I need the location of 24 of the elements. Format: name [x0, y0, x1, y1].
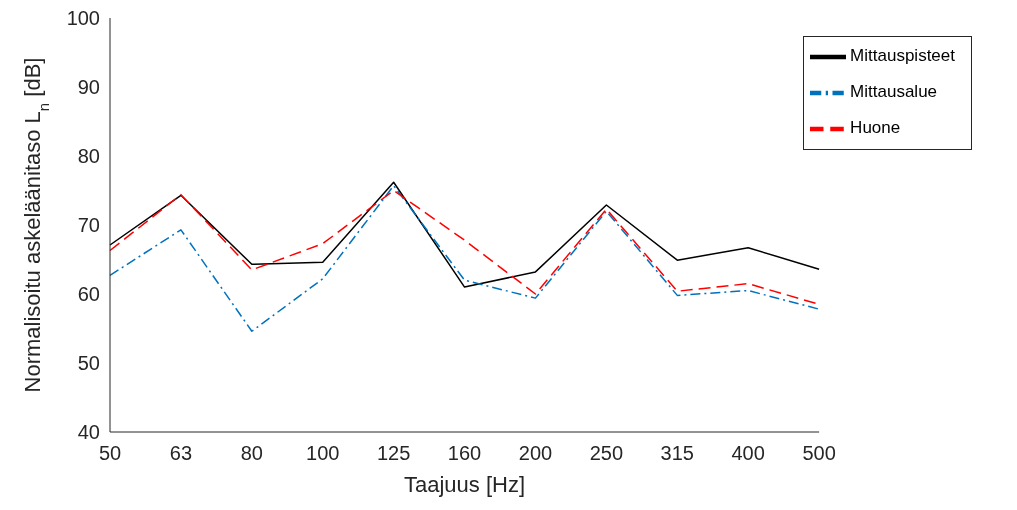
x-axis-title: Taajuus [Hz] [404, 472, 526, 497]
legend-label: Mittauspisteet [850, 46, 955, 66]
x-tick-label: 250 [589, 442, 624, 465]
y-tick-label: 70 [77, 214, 100, 237]
legend-label: Mittausalue [850, 82, 938, 102]
legend-label: Huone [850, 118, 901, 138]
x-tick-label: 100 [306, 442, 340, 465]
x-tick-label: 50 [98, 442, 122, 465]
x-tick-label: 125 [376, 442, 411, 465]
y-tick-label: 90 [77, 76, 100, 99]
x-tick-label: 63 [169, 442, 193, 465]
x-tick-label: 500 [802, 442, 836, 465]
x-tick-label: 315 [660, 442, 694, 465]
line-series [109, 184, 820, 333]
x-tick-label: 200 [518, 442, 553, 465]
y-tick-label: 40 [77, 421, 100, 444]
x-tick-label: 400 [731, 442, 765, 465]
y-tick-label: 50 [77, 352, 100, 375]
x-tick-label: 160 [447, 442, 482, 465]
line-series [109, 181, 820, 288]
y-tick-label: 60 [77, 283, 100, 306]
x-tick-label: 80 [240, 442, 263, 465]
y-tick-label: 100 [66, 7, 100, 30]
y-tick-label: 80 [77, 145, 100, 168]
